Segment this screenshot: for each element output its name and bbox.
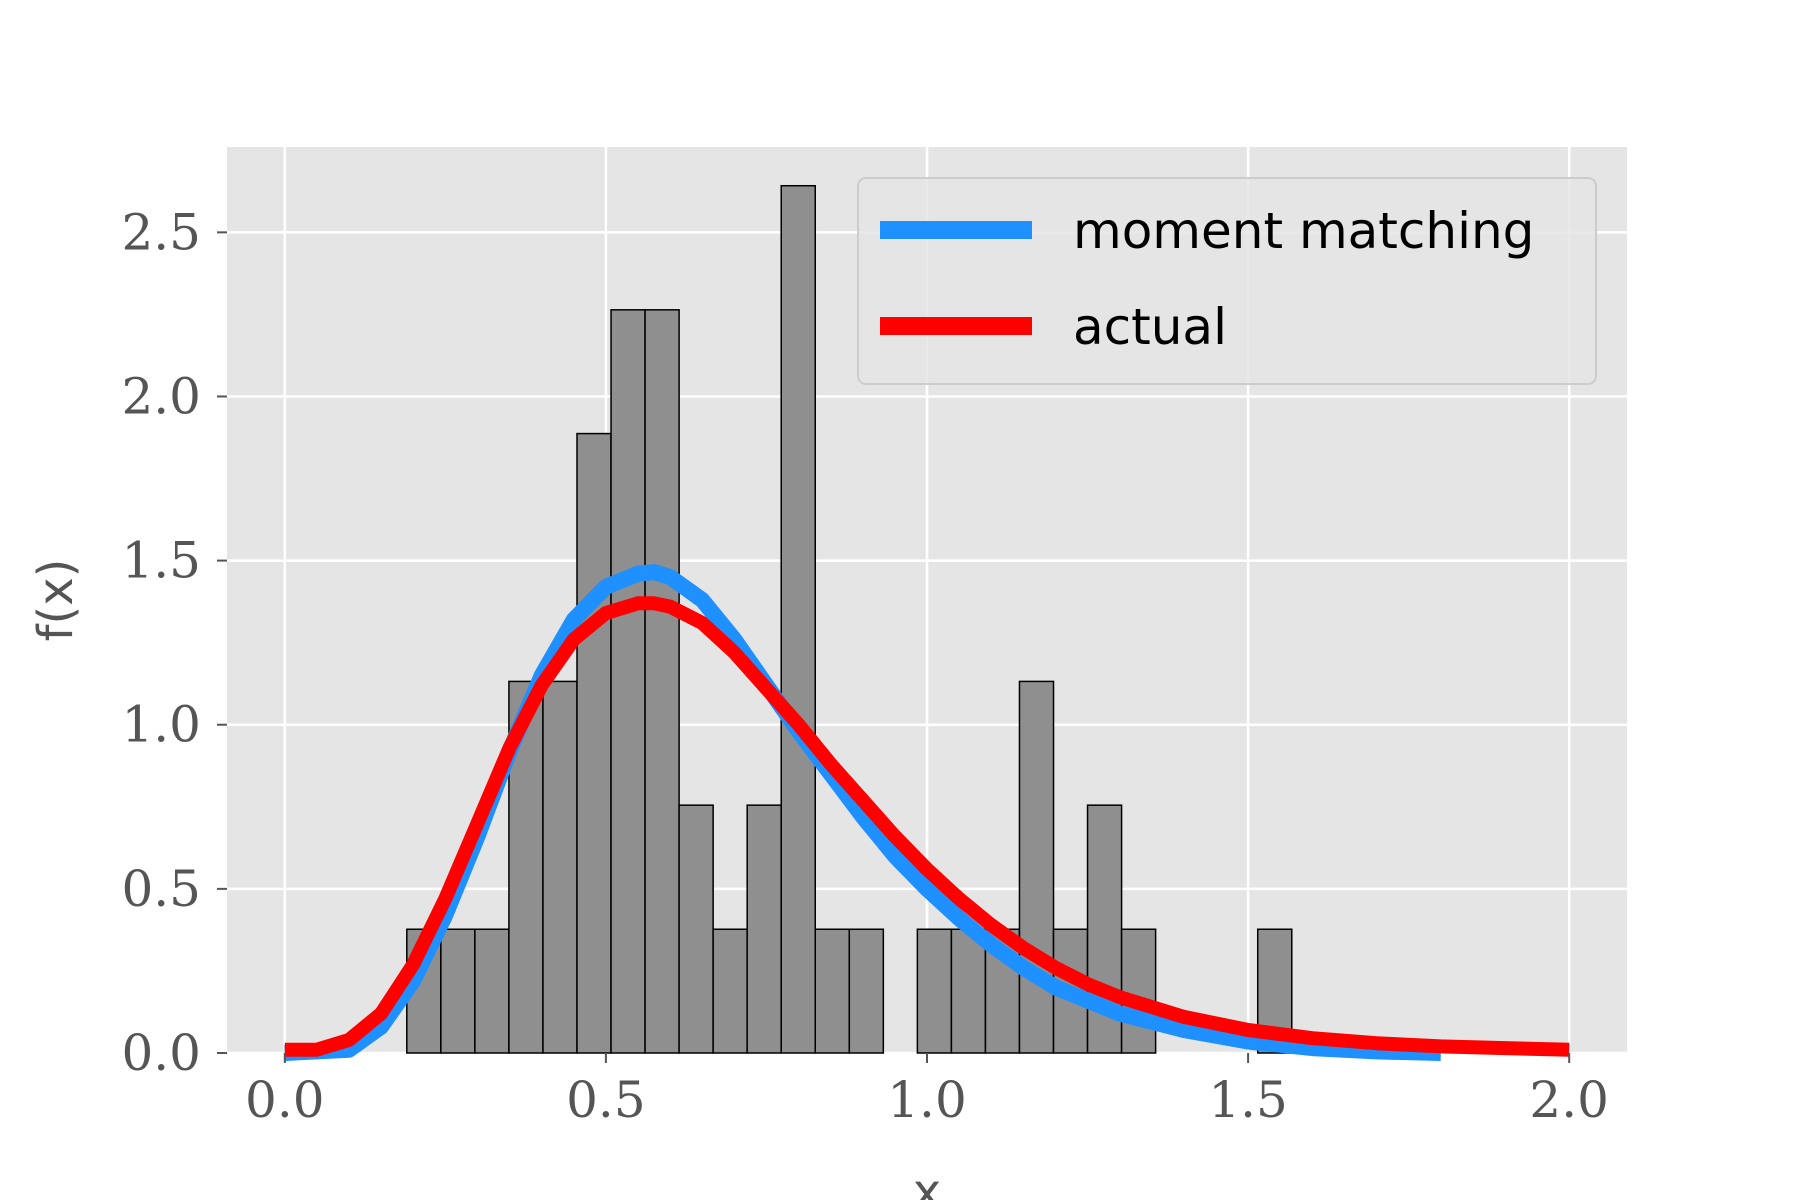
x-axis-label: x [913,1164,941,1200]
axis-ticks: 0.0 0.5 1.0 1.5 2.0 0.0 0.5 1.0 1.5 2.0 2.5 [121,203,1608,1129]
x-tick-label: 1.0 [887,1071,967,1129]
x-tick-label: 0.5 [566,1071,646,1129]
series-line-actual [284,596,1570,1057]
x-tick-label: 1.5 [1208,1071,1288,1129]
histogram-bar [712,928,748,1054]
y-tick-label: 2.5 [121,203,201,261]
histogram-bar [644,309,680,1054]
histogram-bar [780,184,817,1054]
histogram-bar [1120,928,1157,1054]
y-tick-label: 1.5 [121,532,201,590]
histogram-bar [678,804,714,1054]
y-tick-label: 1.0 [121,696,201,754]
histogram-bar [848,928,885,1054]
histogram-bar [610,309,646,1054]
legend-label-moment-matching: moment matching [1073,202,1534,260]
density-lines [284,564,1570,1061]
x-tick-label: 2.0 [1529,1071,1609,1129]
histogram-bar [542,680,578,1054]
histogram-bar [916,928,953,1054]
histogram-bar [474,928,510,1054]
histogram-bar [440,928,476,1054]
legend-label-actual: actual [1073,298,1227,356]
x-tick-label: 0.0 [245,1071,325,1129]
legend: moment matching actual [857,177,1597,385]
histogram-bar [950,928,987,1054]
histogram-bar [1018,680,1055,1054]
y-tick-label: 0.5 [121,860,201,918]
y-axis-label: f(x) [28,559,84,642]
histogram-bar [814,928,851,1054]
histogram-bar [576,432,612,1054]
y-tick-label: 2.0 [121,367,201,425]
legend-box [857,177,1597,385]
histogram-bar [746,804,782,1054]
y-tick-label: 0.0 [121,1024,201,1082]
